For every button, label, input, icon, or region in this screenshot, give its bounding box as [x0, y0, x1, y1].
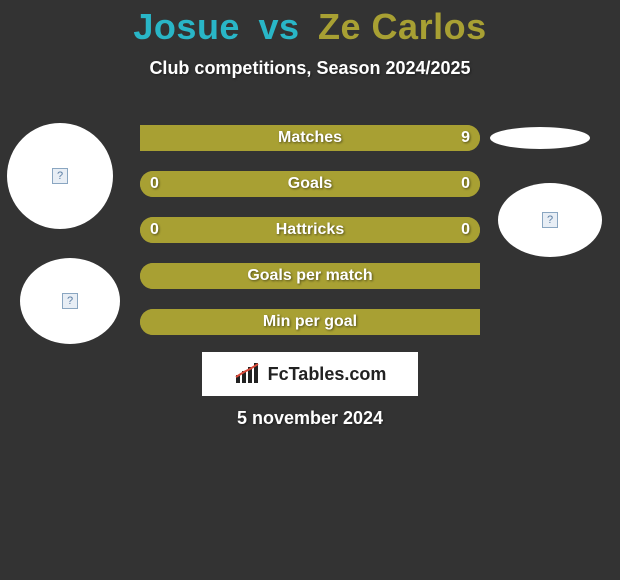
stat-right-value: 0 — [461, 221, 470, 239]
stat-row: 0 0 Goals — [140, 171, 480, 197]
player2-crest-ellipse — [490, 127, 590, 149]
image-placeholder-icon: ? — [542, 212, 558, 228]
stat-label: Min per goal — [263, 313, 357, 331]
page-title: Josue vs Ze Carlos — [0, 0, 620, 48]
stat-label: Matches — [278, 129, 342, 147]
player1-photo-circle: ? — [20, 258, 120, 344]
title-player2: Ze Carlos — [318, 6, 487, 47]
stat-left-value: 0 — [150, 175, 159, 193]
title-player1: Josue — [133, 6, 240, 47]
stat-label: Goals — [288, 175, 332, 193]
brand-bars-icon — [234, 363, 262, 385]
stat-right-value: 0 — [461, 175, 470, 193]
image-placeholder-icon: ? — [62, 293, 78, 309]
stat-row: Goals per match — [140, 263, 480, 289]
date-line: 5 november 2024 — [0, 408, 620, 429]
title-vs: vs — [258, 6, 299, 47]
stat-row: 9 Matches — [140, 125, 480, 151]
stat-row: 0 0 Hattricks — [140, 217, 480, 243]
player1-crest-circle: ? — [7, 123, 113, 229]
stat-left-value: 0 — [150, 221, 159, 239]
brand-box: FcTables.com — [202, 352, 418, 396]
stat-right-value: 9 — [461, 129, 470, 147]
subtitle: Club competitions, Season 2024/2025 — [0, 58, 620, 79]
stat-row: Min per goal — [140, 309, 480, 335]
stat-label: Hattricks — [276, 221, 344, 239]
comparison-infographic: Josue vs Ze Carlos Club competitions, Se… — [0, 0, 620, 580]
image-placeholder-icon: ? — [52, 168, 68, 184]
brand-text: FcTables.com — [268, 364, 387, 385]
player2-photo-circle: ? — [498, 183, 602, 257]
stat-label: Goals per match — [247, 267, 372, 285]
stats-rows: 9 Matches 0 0 Goals 0 0 Hattricks Goals per matc… — [140, 125, 480, 355]
